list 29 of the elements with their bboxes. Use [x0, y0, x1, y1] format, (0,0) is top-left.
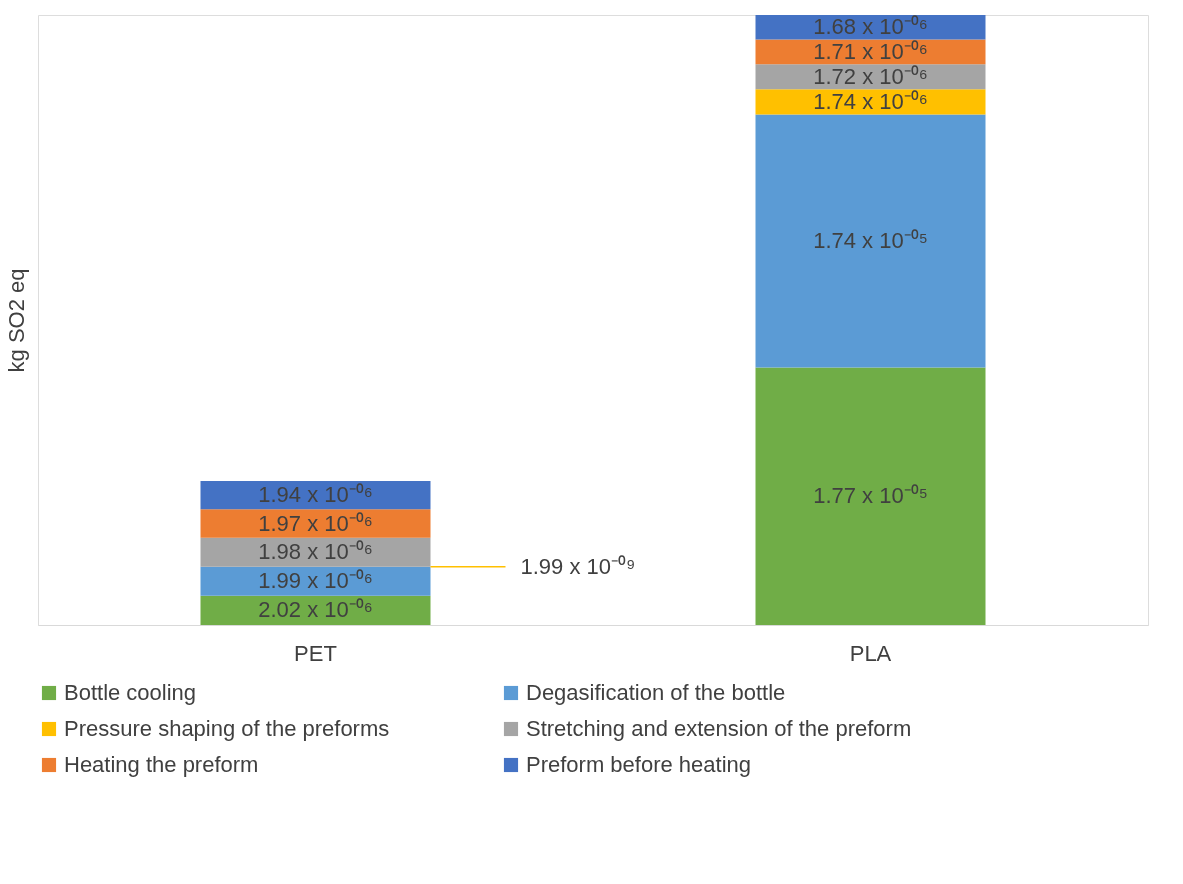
- bar: [755, 39, 986, 65]
- data-label: 2.02 x 10⁻⁰⁶: [258, 597, 373, 623]
- legend-label: Stretching and extension of the preform: [526, 716, 912, 741]
- data-label: 1.94 x 10⁻⁰⁶: [258, 482, 373, 508]
- legend-label: Preform before heating: [526, 752, 752, 777]
- data-label: 1.97 x 10⁻⁰⁶: [258, 510, 373, 536]
- data-label: 1.74 x 10⁻⁰⁵: [813, 228, 928, 254]
- data-label: 1.74 x 10⁻⁰⁶: [813, 88, 928, 114]
- legend-label: Heating the preform: [64, 752, 259, 777]
- x-tick-label: PET: [294, 640, 337, 666]
- bar: [755, 89, 986, 115]
- bar: [200, 566, 431, 596]
- bar: [200, 509, 431, 538]
- x-tick-label: PLA: [849, 640, 892, 666]
- data-label: 1.99 x 10⁻⁰⁹: [520, 553, 636, 579]
- data-label: 1.71 x 10⁻⁰⁶: [813, 38, 928, 64]
- data-label: 1.98 x 10⁻⁰⁶: [258, 539, 373, 565]
- legend-label: Bottle cooling: [64, 680, 197, 705]
- legend-label: Degasification of the bottle: [526, 680, 786, 705]
- bar: [200, 537, 431, 567]
- bar: [755, 114, 986, 368]
- data-label: 1.99 x 10⁻⁰⁶: [258, 568, 373, 594]
- bar: [755, 367, 986, 625]
- data-label: 1.68 x 10⁻⁰⁶: [813, 14, 928, 40]
- bar: [755, 64, 986, 90]
- legend-label: Pressure shaping of the preforms: [64, 716, 390, 741]
- data-label: 1.77 x 10⁻⁰⁵: [813, 483, 928, 509]
- data-label: 1.72 x 10⁻⁰⁶: [813, 63, 928, 89]
- y-axis-title: kg SO2 eq: [3, 268, 29, 373]
